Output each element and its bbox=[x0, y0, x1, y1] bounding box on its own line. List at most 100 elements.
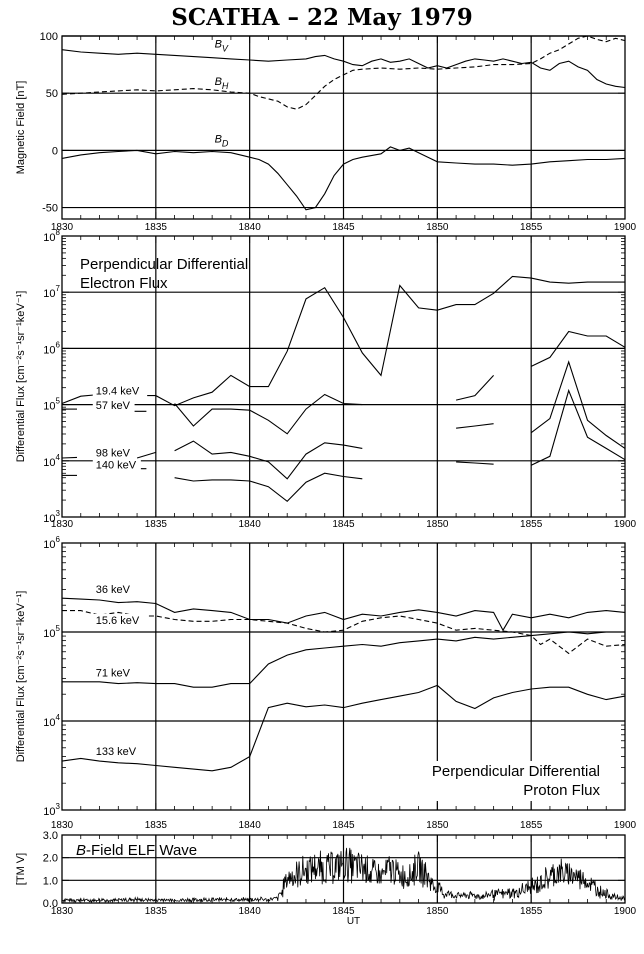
y-tick-label: 108 bbox=[43, 228, 60, 244]
x-tick-label: 1850 bbox=[426, 820, 449, 831]
x-tick-label: 1850 bbox=[426, 222, 449, 233]
series-label-background bbox=[92, 613, 148, 627]
figure-title: SCATHA – 22 May 1979 bbox=[171, 4, 472, 31]
x-tick-label: 1855 bbox=[520, 519, 543, 530]
series-line-98-kev bbox=[456, 423, 494, 429]
y-tick-label: 104 bbox=[43, 453, 60, 469]
x-tick-label: 1835 bbox=[145, 820, 168, 831]
x-tick-label: 1845 bbox=[332, 222, 355, 233]
x-tick-label: 1835 bbox=[145, 519, 168, 530]
x-tick-label: 1855 bbox=[520, 222, 543, 233]
y-axis-title: [TM V] bbox=[15, 853, 27, 885]
x-tick-label: 1835 bbox=[145, 906, 168, 917]
y-tick-label: 106 bbox=[43, 535, 60, 551]
series-label: BH bbox=[215, 76, 229, 91]
series-label: 36 keV bbox=[96, 584, 131, 596]
y-axis-title: Differential Flux [cm⁻²s⁻¹sr⁻¹keV⁻¹] bbox=[15, 291, 27, 463]
series-line-98-kev bbox=[530, 360, 626, 449]
x-tick-label: 1850 bbox=[426, 906, 449, 917]
x-tick-label: 1830 bbox=[51, 906, 74, 917]
x-tick-label: 1845 bbox=[332, 820, 355, 831]
panel-elf-wave: 1830 1835 1840 1845 1850 1855 1900 3.0 2.0 1.0 0.0… bbox=[15, 830, 637, 927]
y-tick-label: 103 bbox=[43, 509, 60, 525]
x-tick-label: 1840 bbox=[239, 820, 262, 831]
panel-annotation: Perpendicular Differential bbox=[432, 763, 600, 780]
series-line-57-kev bbox=[530, 330, 626, 367]
y-tick-label: 105 bbox=[43, 397, 60, 413]
x-tick-label: 1830 bbox=[51, 222, 74, 233]
y-axis-title: Magnetic Field [nT] bbox=[15, 81, 27, 175]
series-line-140-kev bbox=[174, 472, 363, 503]
panel-annotation: Electron Flux bbox=[80, 275, 168, 292]
series-label-background bbox=[92, 458, 141, 472]
series-label: BD bbox=[215, 133, 229, 148]
series-label: BV bbox=[215, 38, 229, 53]
y-tick-label: 1.0 bbox=[43, 875, 58, 887]
series-label: 57 keV bbox=[96, 400, 131, 412]
series-label-background bbox=[92, 384, 148, 398]
y-tick-label: 50 bbox=[46, 88, 58, 100]
y-tick-label: 0 bbox=[52, 145, 58, 157]
x-tick-label: 1840 bbox=[239, 906, 262, 917]
x-tick-label: 1830 bbox=[51, 519, 74, 530]
series-label: 140 keV bbox=[96, 460, 137, 472]
series-line-elf-wave bbox=[61, 847, 626, 904]
x-tick-label: 1845 bbox=[332, 519, 355, 530]
series-label: 71 keV bbox=[96, 668, 131, 680]
x-axis-title: UT bbox=[347, 916, 360, 927]
x-tick-label: 1840 bbox=[239, 519, 262, 530]
panel-annotation: Perpendicular Differential bbox=[80, 256, 248, 273]
series-line-bd bbox=[61, 146, 626, 211]
y-tick-label: 105 bbox=[43, 624, 60, 640]
series-line-bv bbox=[61, 49, 626, 89]
x-tick-label: 1900 bbox=[614, 222, 637, 233]
panel-proton-flux: 1830 1835 1840 1845 1850 1855 1900 106 105 104 103… bbox=[15, 535, 637, 831]
y-tick-label: 3.0 bbox=[43, 830, 58, 842]
series-label: 19.4 keV bbox=[96, 385, 140, 397]
y-tick-label: 106 bbox=[43, 340, 60, 356]
x-tick-label: 1835 bbox=[145, 222, 168, 233]
series-label: 15.6 keV bbox=[96, 615, 140, 627]
panel-annotation: B-Field ELF Wave bbox=[76, 842, 197, 859]
x-tick-label: 1900 bbox=[614, 820, 637, 831]
series-line-98-kev bbox=[136, 451, 156, 459]
series-line-36-kev bbox=[61, 597, 626, 632]
series-line-140-kev bbox=[530, 388, 626, 466]
series-line-bh bbox=[61, 35, 626, 110]
series-line-57-kev bbox=[174, 393, 363, 435]
x-tick-label: 1850 bbox=[426, 519, 449, 530]
series-line-98-kev bbox=[174, 440, 363, 480]
x-tick-label: 1855 bbox=[520, 820, 543, 831]
series-label-background bbox=[92, 399, 135, 413]
x-tick-label: 1830 bbox=[51, 820, 74, 831]
series-line-15-6-kev bbox=[62, 610, 626, 655]
series-line-133-kev bbox=[61, 684, 626, 772]
y-axis-title: Differential Flux [cm⁻²s⁻¹sr⁻¹keV⁻¹] bbox=[15, 591, 27, 763]
y-tick-label: 103 bbox=[43, 802, 60, 818]
series-label-background bbox=[92, 446, 135, 460]
panel-magnetic-field: 1830 1835 1840 1845 1850 1855 1900 100 50 0 -50 Mag… bbox=[15, 31, 637, 233]
x-tick-label: 1855 bbox=[520, 906, 543, 917]
series-line-57-kev bbox=[455, 375, 495, 401]
series-line-71-kev bbox=[62, 631, 625, 688]
y-tick-label: 2.0 bbox=[43, 853, 58, 865]
y-tick-label: 0.0 bbox=[43, 898, 58, 910]
series-label: 98 keV bbox=[96, 447, 131, 459]
x-tick-label: 1900 bbox=[614, 906, 637, 917]
y-tick-label: 107 bbox=[43, 284, 60, 300]
series-line-140-kev bbox=[456, 461, 494, 465]
series-label-background bbox=[92, 666, 135, 680]
series-label-background bbox=[92, 744, 141, 758]
x-tick-label: 1845 bbox=[332, 906, 355, 917]
series-label: 133 keV bbox=[96, 746, 137, 758]
series-label-background bbox=[92, 582, 135, 596]
x-tick-label: 1840 bbox=[239, 222, 262, 233]
y-tick-label: 104 bbox=[43, 713, 60, 729]
panel-annotation: Proton Flux bbox=[523, 782, 600, 799]
series-line-19-4-kev bbox=[61, 275, 625, 407]
series-line-98-kev bbox=[61, 456, 78, 459]
y-tick-label: 100 bbox=[40, 31, 58, 43]
annotation-background bbox=[393, 761, 603, 801]
y-tick-label: -50 bbox=[42, 203, 58, 215]
